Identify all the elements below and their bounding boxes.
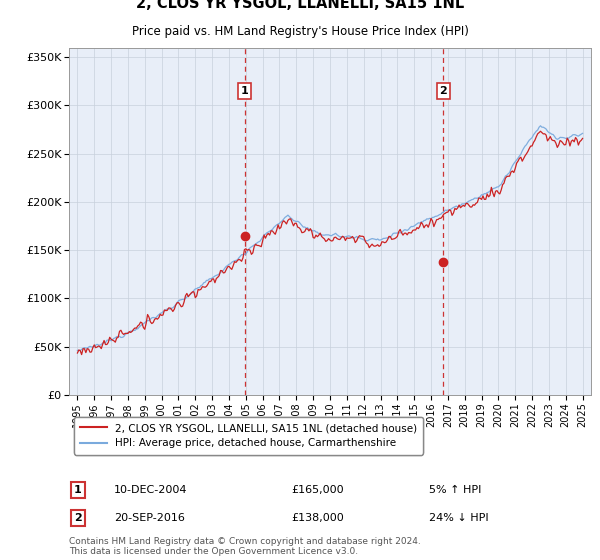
Text: £165,000: £165,000 [291, 485, 344, 495]
Text: 2, CLOS YR YSGOL, LLANELLI, SA15 1NL: 2, CLOS YR YSGOL, LLANELLI, SA15 1NL [136, 0, 464, 11]
Text: 20-SEP-2016: 20-SEP-2016 [114, 513, 185, 523]
Text: 2: 2 [74, 513, 82, 523]
Text: 1: 1 [74, 485, 82, 495]
Text: 10-DEC-2004: 10-DEC-2004 [114, 485, 187, 495]
Text: 2: 2 [439, 86, 447, 96]
Text: 24% ↓ HPI: 24% ↓ HPI [429, 513, 488, 523]
Text: This data is licensed under the Open Government Licence v3.0.: This data is licensed under the Open Gov… [69, 547, 358, 556]
Text: £138,000: £138,000 [291, 513, 344, 523]
Legend: 2, CLOS YR YSGOL, LLANELLI, SA15 1NL (detached house), HPI: Average price, detac: 2, CLOS YR YSGOL, LLANELLI, SA15 1NL (de… [74, 417, 423, 455]
Text: 5% ↑ HPI: 5% ↑ HPI [429, 485, 481, 495]
Text: Price paid vs. HM Land Registry's House Price Index (HPI): Price paid vs. HM Land Registry's House … [131, 25, 469, 38]
Text: Contains HM Land Registry data © Crown copyright and database right 2024.: Contains HM Land Registry data © Crown c… [69, 537, 421, 546]
Text: 1: 1 [241, 86, 248, 96]
